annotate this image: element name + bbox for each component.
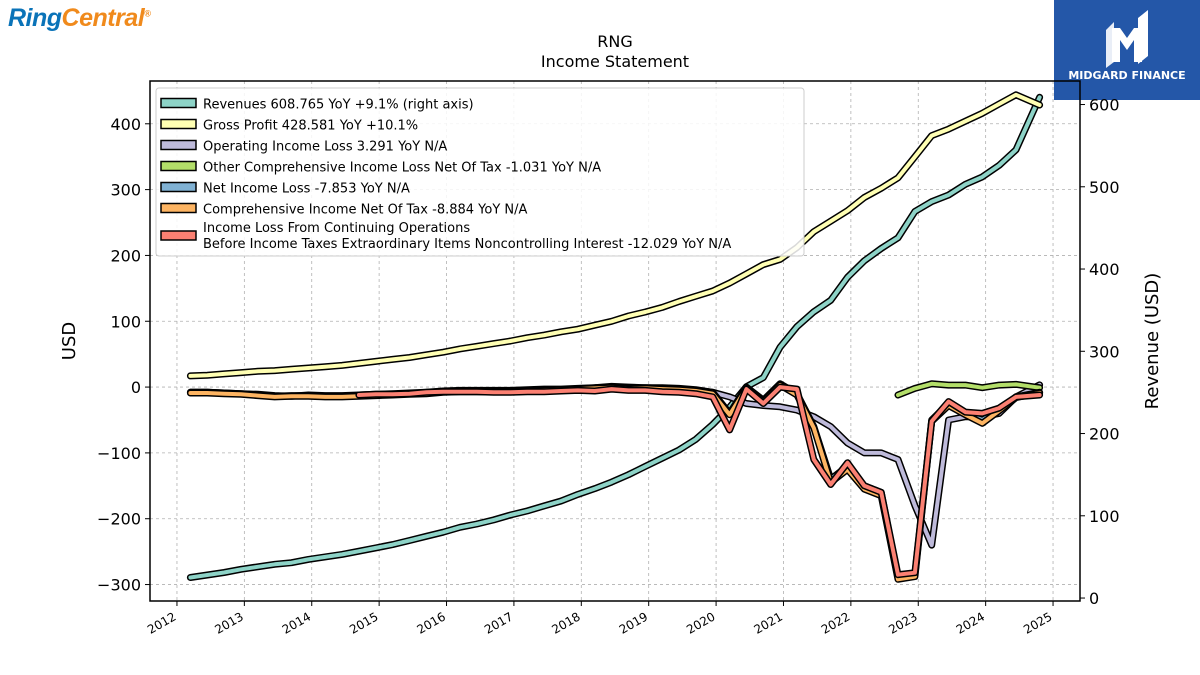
legend-label-operating_income: Operating Income Loss 3.291 YoY N/A	[203, 140, 447, 155]
series-line-operating_income-outline	[186, 381, 1044, 549]
chart-title: RNG	[597, 32, 632, 51]
y-tick-label-right: 200	[1089, 425, 1120, 444]
y-tick-label: −200	[97, 510, 141, 529]
y-tick-label-right: 100	[1089, 507, 1120, 526]
series-line-gross_profit	[188, 92, 1042, 378]
x-tick-label: 2014	[280, 609, 313, 636]
legend-label-pretax_income: Before Income Taxes Extraordinary Items …	[203, 237, 731, 252]
legend-swatch-net_income	[160, 181, 197, 193]
x-tick-label: 2017	[482, 609, 515, 636]
axis-ticks: −300 −200 −100 0 100 200 300 400 0 100 200 300 400 50…	[97, 96, 1120, 637]
legend-label-revenues: Revenues 608.765 YoY +9.1% (right axis)	[203, 98, 474, 113]
y-tick-label-right: 0	[1089, 589, 1099, 608]
x-tick-label: 2024	[954, 609, 987, 636]
series-lines	[186, 91, 1044, 583]
y-tick-label-right: 400	[1089, 260, 1120, 279]
x-tick-label: 2023	[886, 609, 919, 636]
badge-brand-text: MIDGARD FINANCE	[1068, 69, 1186, 82]
legend-label-gross_profit: Gross Profit 428.581 YoY +10.1%	[203, 119, 418, 134]
legend-label-other_comprehensive: Other Comprehensive Income Loss Net Of T…	[203, 161, 601, 176]
logo-text-ring: Ring	[8, 4, 62, 32]
plot-frame	[149, 80, 1081, 602]
y-tick-label: −100	[97, 444, 141, 463]
legend-swatch-other_comprehensive	[160, 160, 197, 172]
y-axis-label-right: Revenue (USD)	[1142, 273, 1163, 410]
y-tick-label-right: 300	[1089, 342, 1120, 361]
legend-label-comprehensive_income: Comprehensive Income Net Of Tax -8.884 Y…	[203, 203, 528, 218]
logo-registered-mark: ®	[144, 8, 151, 19]
legend: Revenues 608.765 YoY +9.1% (right axis) G…	[155, 87, 805, 257]
y-tick-label-right: 600	[1089, 96, 1120, 115]
logo-text-central: Central	[61, 4, 145, 32]
y-tick-label: 300	[110, 181, 141, 200]
legend-swatch-operating_income	[160, 139, 197, 151]
legend-box	[155, 87, 805, 257]
legend-swatch-pretax_income	[160, 230, 197, 241]
x-tick-label: 2020	[684, 609, 717, 636]
x-tick-label: 2016	[415, 609, 448, 636]
midgard-emblem-icon	[1106, 10, 1148, 68]
y-tick-label: −300	[97, 576, 141, 595]
chart-subtitle: Income Statement	[541, 52, 689, 71]
x-tick-label: 2012	[145, 609, 178, 636]
series-line-revenues	[188, 95, 1042, 580]
y-tick-label: 200	[110, 246, 141, 265]
x-tick-label: 2025	[1021, 609, 1054, 636]
y-tick-label-right: 500	[1089, 178, 1120, 197]
x-tick-label: 2019	[617, 609, 650, 636]
series-line-other_comprehensive	[896, 381, 1042, 397]
legend-swatch-revenues	[160, 97, 197, 109]
midgard-finance-badge: MIDGARD FINANCE	[1054, 0, 1200, 100]
legend-swatch-gross_profit	[160, 118, 197, 130]
series-line-pretax_income	[356, 385, 1042, 577]
y-tick-label: 100	[110, 312, 141, 331]
y-tick-label: 400	[110, 115, 141, 134]
ringcentral-logo: RingCentral®	[8, 4, 151, 33]
series-line-operating_income	[188, 382, 1042, 548]
legend-label-net_income: Net Income Loss -7.853 YoY N/A	[203, 182, 410, 197]
legend-label-pretax_income: Income Loss From Continuing Operations	[203, 221, 470, 236]
x-tick-label: 2021	[752, 609, 785, 636]
x-tick-label: 2013	[212, 609, 245, 636]
x-tick-label: 2018	[549, 609, 582, 636]
legend-swatch-comprehensive_income	[160, 202, 197, 214]
y-axis-label: USD	[59, 322, 80, 360]
x-tick-label: 2022	[819, 609, 852, 636]
x-tick-label: 2015	[347, 609, 380, 636]
y-tick-label: 0	[131, 378, 141, 397]
